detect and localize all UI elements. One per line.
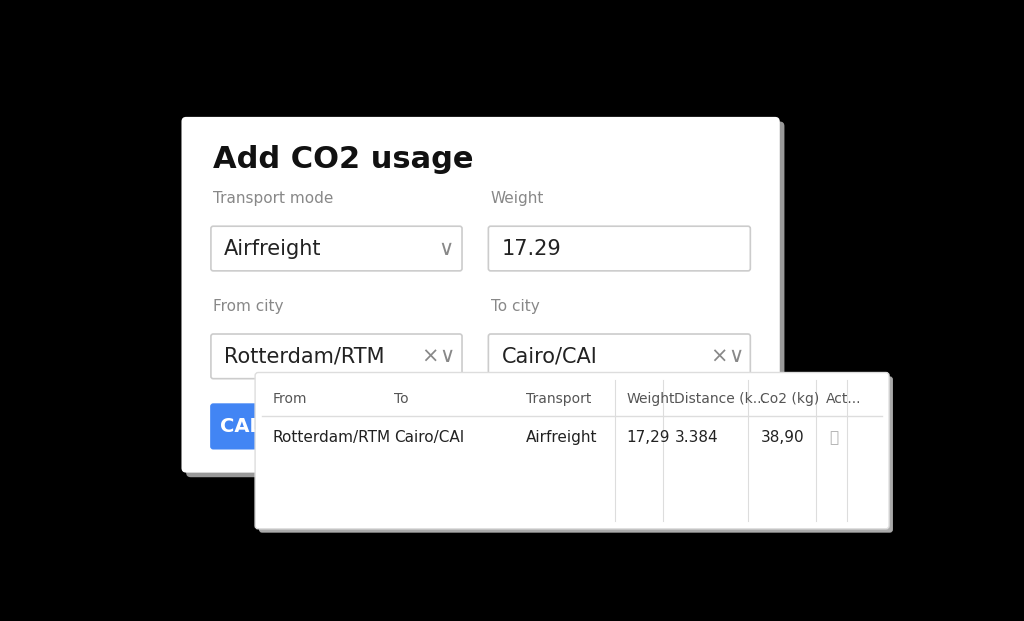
Text: Transport: Transport [525, 392, 591, 406]
Text: From: From [272, 392, 306, 406]
Text: ∨: ∨ [728, 347, 743, 366]
Text: 3.384: 3.384 [675, 430, 718, 445]
Text: Cairo/CAI: Cairo/CAI [394, 430, 464, 445]
FancyBboxPatch shape [211, 334, 462, 379]
FancyBboxPatch shape [211, 226, 462, 271]
Text: From city: From city [213, 299, 284, 314]
FancyBboxPatch shape [259, 376, 893, 533]
Text: Rotterdam/RTM: Rotterdam/RTM [224, 347, 385, 366]
Text: ⛔: ⛔ [829, 430, 839, 445]
Text: To: To [394, 392, 409, 406]
Text: Airfreight: Airfreight [525, 430, 597, 445]
Text: 38,90: 38,90 [761, 430, 804, 445]
FancyBboxPatch shape [255, 373, 889, 529]
Text: Act...: Act... [825, 392, 861, 406]
Text: ∨: ∨ [438, 238, 454, 258]
Text: Add CO2 usage: Add CO2 usage [213, 145, 474, 175]
Text: Rotterdam/RTM: Rotterdam/RTM [272, 430, 390, 445]
FancyBboxPatch shape [181, 117, 779, 473]
Text: Weight: Weight [490, 191, 544, 206]
FancyBboxPatch shape [488, 226, 751, 271]
Text: 17.29: 17.29 [502, 238, 561, 258]
FancyBboxPatch shape [488, 334, 751, 379]
Text: CALCULATE AND ADD: CALCULATE AND ADD [220, 417, 453, 436]
Text: Weight: Weight [627, 392, 675, 406]
Text: Transport mode: Transport mode [213, 191, 334, 206]
Text: 17,29: 17,29 [627, 430, 670, 445]
Text: ×: × [710, 347, 727, 366]
FancyBboxPatch shape [186, 122, 784, 477]
Text: ∨: ∨ [439, 347, 455, 366]
Text: To city: To city [490, 299, 540, 314]
Text: Co2 (kg): Co2 (kg) [761, 392, 819, 406]
Text: Airfreight: Airfreight [224, 238, 322, 258]
Text: Cairo/CAI: Cairo/CAI [502, 347, 597, 366]
Text: Distance (k...: Distance (k... [675, 392, 766, 406]
FancyBboxPatch shape [210, 403, 463, 450]
Text: ×: × [422, 347, 439, 366]
